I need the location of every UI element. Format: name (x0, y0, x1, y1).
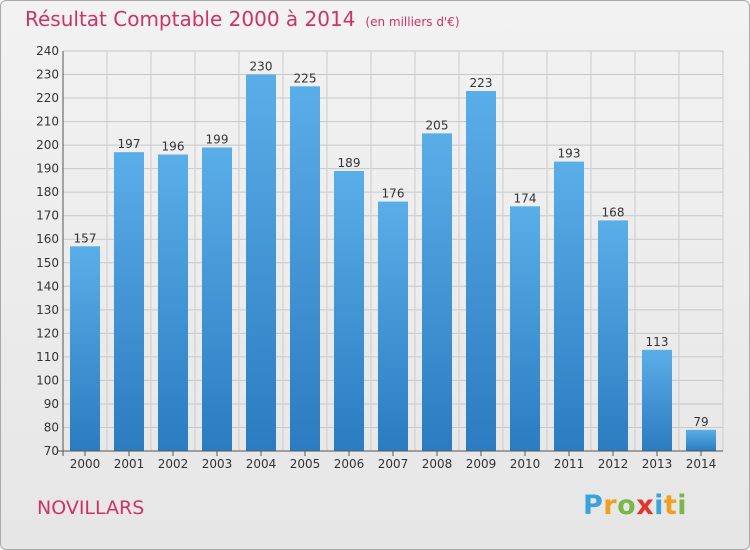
bar-value-label: 193 (558, 147, 581, 161)
x-tick-label: 2004 (246, 457, 277, 471)
x-tick-label: 2007 (378, 457, 409, 471)
logo-letter: P (583, 490, 604, 521)
y-tick-label: 170 (36, 209, 59, 223)
bar-2010 (510, 206, 540, 451)
logo-letter: t (663, 490, 678, 521)
y-tick-label: 240 (36, 44, 59, 58)
bar-value-label: 196 (162, 140, 185, 154)
commune-name: NOVILLARS (37, 497, 145, 519)
bar-value-label: 157 (74, 231, 97, 245)
x-tick-label: 2001 (114, 457, 145, 471)
y-tick-label: 110 (36, 350, 59, 364)
y-tick-label: 90 (44, 397, 59, 411)
logo-letter: x (636, 490, 655, 521)
y-tick-label: 180 (36, 185, 59, 199)
bar-value-label: 176 (382, 187, 405, 201)
proxiti-logo: Proxiti (583, 490, 687, 521)
bar-2006 (334, 171, 364, 451)
x-tick-label: 2010 (510, 457, 541, 471)
axes: 7080901001101201301401501601701801902002… (36, 44, 723, 471)
chart-title-unit: (en milliers d'€) (365, 15, 460, 29)
y-tick-label: 210 (36, 115, 59, 129)
bar-2005 (290, 86, 320, 451)
y-tick-label: 160 (36, 232, 59, 246)
chart-title: Résultat Comptable 2000 à 2014 (en millie… (25, 7, 460, 31)
bar-2003 (202, 147, 232, 451)
x-tick-label: 2000 (70, 457, 101, 471)
bars: 157 197 196 199 230 225 189 176 205 223 174 193 168 1… (70, 60, 716, 452)
y-tick-label: 150 (36, 256, 59, 270)
bar-value-label: 113 (646, 335, 669, 349)
bar-2007 (378, 201, 408, 451)
x-tick-label: 2011 (554, 457, 585, 471)
bar-2000 (70, 246, 100, 451)
y-tick-label: 100 (36, 373, 59, 387)
bar-value-label: 168 (602, 205, 625, 219)
x-tick-label: 2013 (642, 457, 673, 471)
bar-value-label: 199 (206, 132, 229, 146)
y-tick-label: 220 (36, 91, 59, 105)
logo-letter: r (603, 490, 618, 521)
x-tick-label: 2003 (202, 457, 233, 471)
bar-value-label: 205 (426, 118, 449, 132)
bar-2008 (422, 133, 452, 451)
x-tick-label: 2006 (334, 457, 365, 471)
bar-value-label: 230 (250, 60, 273, 74)
y-tick-label: 70 (44, 444, 59, 458)
chart-title-main: Résultat Comptable 2000 à 2014 (25, 7, 356, 31)
y-tick-label: 120 (36, 326, 59, 340)
x-tick-label: 2005 (290, 457, 321, 471)
y-tick-label: 140 (36, 279, 59, 293)
x-tick-label: 2002 (158, 457, 189, 471)
bar-2014 (686, 429, 716, 451)
bar-2013 (642, 349, 672, 451)
logo-letter: i (677, 490, 688, 521)
bar-value-label: 223 (470, 76, 493, 90)
y-tick-label: 190 (36, 162, 59, 176)
bar-2011 (554, 161, 584, 451)
y-tick-label: 230 (36, 68, 59, 82)
logo-letter: i (654, 490, 664, 521)
bar-2001 (114, 152, 144, 452)
bar-value-label: 174 (514, 191, 537, 205)
bar-2009 (466, 91, 496, 451)
bar-2012 (598, 220, 628, 451)
bar-value-label: 225 (294, 71, 317, 85)
bar-value-label: 197 (118, 137, 141, 151)
bar-2004 (246, 74, 276, 451)
bar-value-label: 79 (693, 415, 708, 429)
y-tick-label: 80 (44, 420, 59, 434)
x-tick-label: 2008 (422, 457, 453, 471)
y-tick-label: 200 (36, 138, 59, 152)
x-tick-label: 2012 (598, 457, 629, 471)
x-tick-label: 2009 (466, 457, 497, 471)
y-tick-label: 130 (36, 303, 59, 317)
bar-2002 (158, 154, 188, 451)
x-tick-label: 2014 (686, 457, 717, 471)
logo-letter: o (617, 490, 637, 521)
bar-value-label: 189 (338, 156, 361, 170)
